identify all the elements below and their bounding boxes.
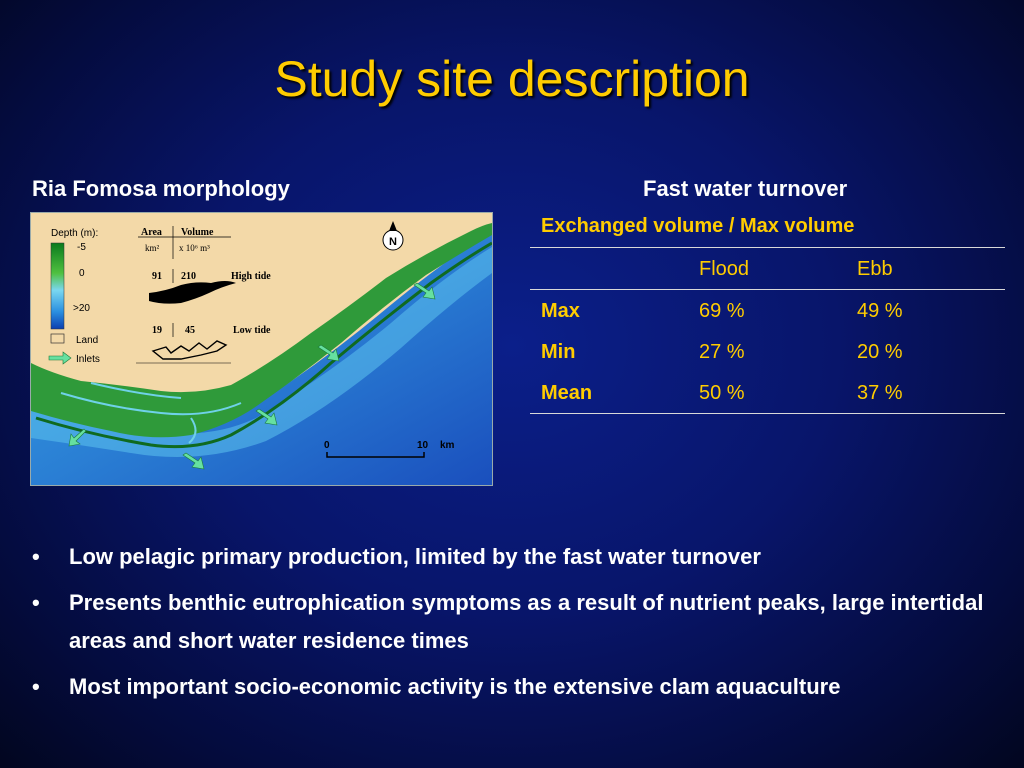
inset-high-label: High tide — [231, 271, 271, 282]
land-legend-swatch — [50, 333, 65, 344]
inset-low-label: Low tide — [233, 325, 271, 336]
north-arrow-icon: N — [382, 221, 404, 251]
scale-unit-label: km — [440, 440, 455, 451]
map-heading: Ria Fomosa morphology — [32, 176, 290, 201]
low-tide-shape — [151, 340, 228, 360]
inset-low-volume: 45 — [185, 325, 195, 336]
table-header-cell: Flood — [699, 258, 750, 280]
bullet-item: • Presents benthic eutrophication symptom… — [32, 584, 992, 660]
turnover-table-caption: Exchanged volume / Max volume — [541, 215, 855, 237]
table-header-cell: Ebb — [857, 258, 893, 280]
row-label: Min — [541, 341, 576, 363]
inset-high-volume: 210 — [181, 271, 196, 282]
barrier-islands — [35, 241, 492, 449]
flood-value: 27 % — [699, 341, 745, 363]
depth-color-bar — [50, 242, 65, 330]
bullet-list: • Low pelagic primary production, limited… — [32, 538, 992, 714]
bullet-dot-icon: • — [32, 590, 40, 615]
flood-value: 69 % — [699, 300, 745, 322]
table-row: Mean 50 % 37 % — [530, 372, 1005, 413]
scale-start-label: 0 — [324, 440, 330, 451]
bullet-item: • Low pelagic primary production, limited… — [32, 538, 992, 576]
high-tide-shape — [149, 281, 236, 304]
depth-label-mid: 0 — [79, 268, 85, 279]
inset-col-volume: Volume — [181, 227, 214, 238]
bullet-text: Low pelagic primary production, limited … — [69, 544, 761, 569]
bullet-item: • Most important socio-economic activity … — [32, 668, 992, 706]
inlet-legend-label: Inlets — [76, 354, 100, 365]
inlet-legend-arrow-icon — [48, 351, 72, 365]
inset-low-area: 19 — [152, 325, 162, 336]
depth-legend-title: Depth (m): — [51, 228, 98, 239]
inset-col-area: Area — [141, 227, 162, 238]
inlet-arrow-icon — [317, 344, 340, 362]
lagoon — [31, 223, 492, 438]
ebb-value: 20 % — [857, 341, 903, 363]
north-label: N — [389, 236, 397, 248]
ebb-value: 37 % — [857, 382, 903, 404]
table-row: Max 69 % 49 % — [530, 290, 1005, 331]
land-legend-label: Land — [76, 335, 98, 346]
table-row: Min 27 % 20 % — [530, 331, 1005, 372]
bullet-dot-icon: • — [32, 674, 40, 699]
ebb-value: 49 % — [857, 300, 903, 322]
scale-bar — [326, 452, 425, 458]
inlet-arrow-icon — [68, 428, 87, 447]
inlet-arrow-icon — [255, 408, 278, 426]
turnover-heading: Fast water turnover — [643, 176, 848, 201]
depth-label-top: -5 — [77, 242, 86, 253]
slide-title: Study site description — [274, 51, 750, 107]
bullet-text: Presents benthic eutrophication symptoms… — [69, 590, 984, 653]
ria-formosa-map: Depth (m): -5 0 >20 Land Inlets Area Vol… — [30, 212, 493, 486]
inlet-arrow-icon — [413, 282, 436, 300]
row-label: Mean — [541, 382, 593, 404]
table-header-row: Flood Ebb — [530, 248, 1005, 290]
inset-high-area: 91 — [152, 271, 162, 282]
row-label: Max — [541, 300, 580, 322]
depth-label-bottom: >20 — [73, 303, 90, 314]
bullet-text: Most important socio-economic activity i… — [69, 674, 841, 699]
lagoon-channels — [60, 382, 242, 444]
inlet-arrow-icon — [182, 452, 205, 470]
inset-unit-volume: x 10⁶ m³ — [179, 243, 210, 253]
scale-end-label: 10 — [417, 440, 429, 451]
inset-unit-area: km² — [145, 243, 160, 253]
flood-value: 50 % — [699, 382, 745, 404]
turnover-table: Flood Ebb Max 69 % 49 % Min 27 % 20 % Me… — [530, 247, 1005, 414]
bullet-dot-icon: • — [32, 544, 40, 569]
